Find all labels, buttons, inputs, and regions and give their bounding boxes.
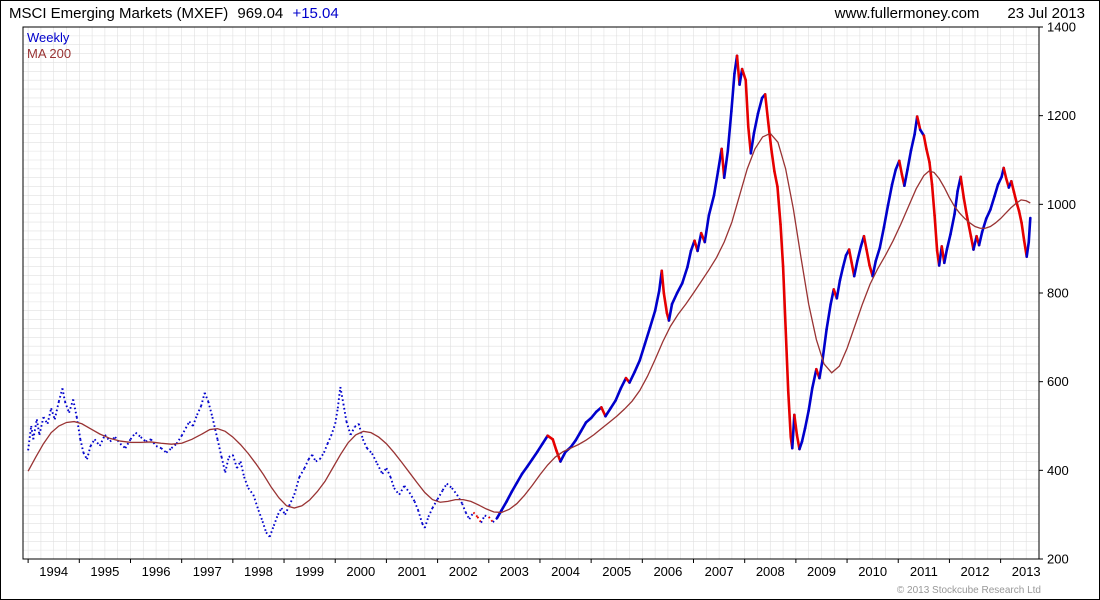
chart-legend: Weekly MA 200: [27, 30, 71, 62]
svg-text:400: 400: [1047, 463, 1069, 478]
svg-text:2012: 2012: [961, 564, 990, 579]
svg-text:1000: 1000: [1047, 197, 1076, 212]
svg-text:1999: 1999: [295, 564, 324, 579]
svg-text:1997: 1997: [193, 564, 222, 579]
website-link[interactable]: www.fullermoney.com: [834, 5, 980, 22]
svg-text:2011: 2011: [910, 564, 938, 579]
price-change: +15.04: [292, 5, 339, 22]
page-title: MSCI Emerging Markets (MXEF): [9, 5, 229, 22]
svg-text:2004: 2004: [551, 564, 580, 579]
svg-text:2006: 2006: [653, 564, 682, 579]
svg-text:2009: 2009: [807, 564, 836, 579]
svg-text:2003: 2003: [500, 564, 529, 579]
svg-text:2013: 2013: [1012, 564, 1041, 579]
svg-text:2007: 2007: [705, 564, 734, 579]
last-price: 969.04: [237, 5, 284, 22]
header-bar: MSCI Emerging Markets (MXEF) 969.04 +15.…: [9, 5, 1085, 22]
svg-text:2001: 2001: [398, 564, 427, 579]
svg-text:2005: 2005: [602, 564, 631, 579]
instrument-header: MSCI Emerging Markets (MXEF) 969.04 +15.…: [9, 5, 344, 22]
copyright-label: © 2013 Stockcube Research Ltd: [896, 585, 1041, 596]
svg-text:1994: 1994: [39, 564, 68, 579]
date-label: 23 Jul 2013: [1007, 5, 1085, 22]
svg-text:200: 200: [1047, 552, 1069, 567]
svg-text:2008: 2008: [756, 564, 785, 579]
svg-text:1995: 1995: [90, 564, 119, 579]
svg-text:2010: 2010: [858, 564, 887, 579]
legend-ma-label: MA 200: [27, 46, 72, 61]
svg-text:2002: 2002: [449, 564, 478, 579]
svg-text:1400: 1400: [1047, 20, 1076, 35]
svg-text:1200: 1200: [1047, 108, 1076, 123]
svg-text:1998: 1998: [244, 564, 273, 579]
svg-text:800: 800: [1047, 286, 1069, 301]
header-meta: www.fullermoney.com 23 Jul 2013: [835, 5, 1085, 22]
svg-text:600: 600: [1047, 374, 1069, 389]
svg-text:1996: 1996: [142, 564, 171, 579]
legend-weekly-label: Weekly: [27, 30, 70, 45]
svg-text:2000: 2000: [346, 564, 375, 579]
